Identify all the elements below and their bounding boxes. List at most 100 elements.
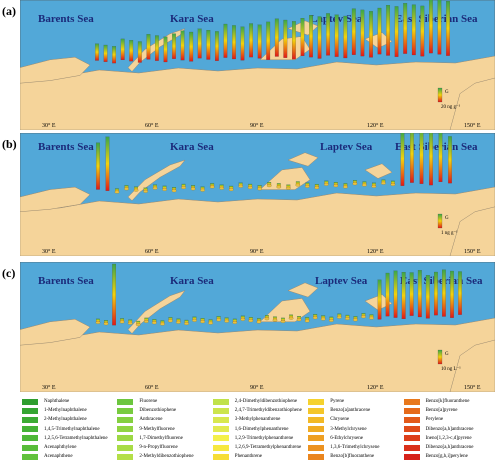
legend-label: Naphthalene <box>44 399 70 405</box>
pah-marker <box>143 190 148 193</box>
pah-marker <box>144 320 149 323</box>
legend-swatch <box>403 407 420 414</box>
scandinavia <box>20 186 91 212</box>
scandinavia <box>20 56 91 84</box>
longitude-label: 60° E <box>145 248 159 255</box>
pah-bar <box>309 15 313 58</box>
pah-marker <box>288 316 294 320</box>
pah-marker <box>362 183 367 187</box>
pah-marker <box>208 321 213 325</box>
pah-bar <box>163 36 168 63</box>
legend-item: 3-Methylchrysene <box>308 425 399 434</box>
new-siberian-islands <box>364 163 393 179</box>
scale-label: 1 ng g⁻¹ <box>441 230 458 236</box>
legend-item: Benzo[a]anthracene <box>308 406 399 415</box>
pah-marker <box>323 183 329 186</box>
pah-marker <box>228 188 234 191</box>
pah-marker <box>371 185 377 188</box>
pah-marker <box>103 322 109 326</box>
legend-item: 2-Methylnaphthalene <box>22 415 113 424</box>
longitude-label: 150° E <box>464 384 481 391</box>
legend-label: 1,2,9-Trimethylphenanthrene <box>234 435 294 441</box>
scale-g: G <box>445 90 449 95</box>
pah-bar <box>448 136 452 184</box>
pah-marker <box>119 320 125 324</box>
pah-bar <box>292 21 296 60</box>
legend: Naphthalene 1-Methylnaphthalene 2-Methylna… <box>22 397 495 461</box>
legend-swatch <box>22 435 38 442</box>
pah-marker <box>333 184 339 188</box>
legend-label: Benzo[k]fluoranthene <box>425 399 470 405</box>
pah-bar <box>442 269 446 317</box>
legend-swatch <box>22 453 38 460</box>
pah-marker <box>247 186 253 189</box>
legend-item: Dibenzo[a,h]anthracene <box>403 425 495 434</box>
pah-marker <box>219 186 225 190</box>
pah-bar <box>317 16 322 59</box>
pah-bar <box>206 30 211 60</box>
legend-label: 6-Ethylchrysene <box>330 435 363 441</box>
longitude-label: 120° E <box>367 248 384 255</box>
novaya-zemlya <box>127 290 186 334</box>
legend-label: 1,2,6,9-Tetramethylphenanthrene <box>234 445 302 451</box>
pah-marker <box>192 319 197 322</box>
pah-bar <box>257 24 262 59</box>
pah-marker <box>184 322 189 325</box>
legend-swatch <box>403 416 420 423</box>
pah-marker <box>171 189 177 193</box>
legend-label: Acenaphthylene <box>44 445 77 451</box>
legend-swatch <box>403 426 420 433</box>
legend-column: Benzo[k]fluoranthene Benzo[a]pyrene Peryle… <box>403 397 495 461</box>
pah-marker <box>162 188 167 191</box>
pah-marker <box>390 183 396 186</box>
legend-item: Pyrene <box>308 397 399 406</box>
novaya-zemlya <box>127 28 186 72</box>
pah-bar <box>403 3 408 54</box>
legend-item: 3-Methylphenanthrene <box>212 415 304 424</box>
legend-swatch <box>212 444 229 451</box>
legend-swatch <box>308 453 325 460</box>
severnaya-zemlya <box>287 282 319 298</box>
severnaya-zemlya <box>287 152 319 167</box>
pah-marker <box>152 186 158 190</box>
legend-label: Pyrene <box>330 399 345 405</box>
pah-bar <box>215 31 219 61</box>
legend-label: 9-n-Propylfluorene <box>139 445 178 451</box>
sea-label: Kara Sea <box>170 275 214 287</box>
legend-item: Dibenzo[a,h]anthracene <box>403 443 495 452</box>
legend-column: Naphthalene 1-Methylnaphthalene 2-Methylna… <box>22 397 113 461</box>
pah-marker <box>248 319 254 323</box>
legend-swatch <box>308 416 325 423</box>
pah-marker <box>352 182 358 186</box>
sea-label: East Siberian Sea <box>395 13 478 25</box>
pah-bar <box>401 272 406 319</box>
pah-bar <box>103 44 108 62</box>
pah-marker <box>124 187 129 191</box>
pah-bar <box>266 21 271 60</box>
legend-item: Ineno[1,2,3-c,d]pyrene <box>403 434 495 443</box>
legend-label: 2-Methyldibenzothiophene <box>139 454 194 460</box>
legend-swatch <box>117 426 134 433</box>
legend-swatch <box>117 453 134 460</box>
legend-item: Chrysene <box>308 415 399 424</box>
pah-marker <box>127 321 133 325</box>
pah-bar <box>437 0 442 55</box>
pah-bar <box>409 272 414 316</box>
pah-bar <box>450 270 454 318</box>
pah-bar <box>112 46 117 64</box>
legend-item: 2,4-Dimethyldibenzothiophene <box>212 397 304 406</box>
legend-label: 9-Methylfluorene <box>139 426 175 432</box>
pah-bar <box>360 9 365 57</box>
pah-bar <box>240 26 245 61</box>
legend-swatch <box>22 407 38 414</box>
scale-label: 20 ng g⁻¹ <box>441 104 461 110</box>
pah-marker <box>312 316 318 320</box>
longitude-label: 120° E <box>367 122 384 129</box>
pah-marker <box>240 318 246 321</box>
scale-bar <box>437 87 443 103</box>
pah-marker <box>328 319 334 322</box>
pah-marker <box>276 185 282 189</box>
longitude-label: 150° E <box>464 248 481 255</box>
